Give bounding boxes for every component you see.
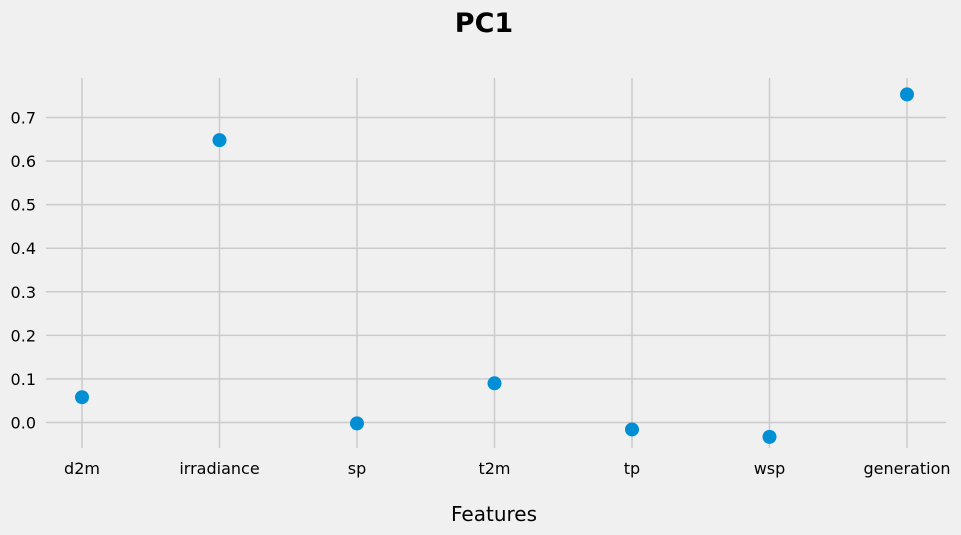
data-point-wsp — [762, 429, 777, 444]
x-axis-label: Features — [451, 502, 537, 526]
chart-title: PC1 — [455, 8, 513, 39]
y-tick-label: 0.1 — [11, 370, 36, 389]
data-points — [75, 87, 914, 444]
y-tick-labels: 0.0 0.1 0.2 0.3 0.4 0.5 0.6 0.7 — [11, 109, 36, 433]
data-point-t2m — [487, 376, 502, 391]
data-point-tp — [625, 422, 639, 437]
x-tick-label: sp — [348, 459, 367, 478]
y-tick-label: 0.2 — [11, 326, 36, 345]
y-tick-label: 0.7 — [11, 109, 36, 128]
data-point-irradiance — [212, 133, 227, 148]
x-tick-label: tp — [624, 459, 640, 478]
y-tick-label: 0.3 — [11, 283, 36, 302]
x-tick-labels: d2m irradiance sp t2m tp wsp generation — [64, 459, 950, 478]
x-tick-label: d2m — [64, 459, 100, 478]
x-tick-label: t2m — [478, 459, 510, 478]
x-tick-label: wsp — [754, 459, 786, 478]
data-point-sp — [350, 416, 364, 431]
grid-lines — [46, 78, 946, 448]
y-tick-label: 0.0 — [11, 414, 36, 433]
y-tick-label: 0.6 — [11, 152, 36, 171]
data-point-d2m — [75, 390, 89, 405]
y-tick-label: 0.5 — [11, 196, 36, 215]
x-tick-label: irradiance — [179, 459, 259, 478]
y-tick-label: 0.4 — [11, 239, 36, 258]
x-tick-label: generation — [863, 459, 950, 478]
data-point-generation — [900, 87, 914, 102]
